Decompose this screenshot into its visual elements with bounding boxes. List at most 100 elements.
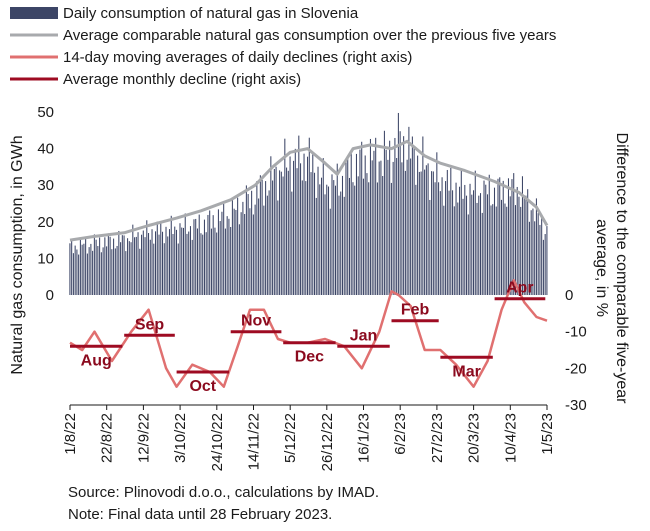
consumption-bar <box>406 159 408 295</box>
right-axis-title-line2: average, in % <box>593 219 610 317</box>
consumption-bar <box>520 206 522 295</box>
consumption-bar <box>90 243 92 295</box>
consumption-bar <box>235 210 237 295</box>
right-axis-title-line1: Difference to the comparable five-year <box>613 133 630 405</box>
consumption-bar <box>300 163 302 295</box>
consumption-bar <box>270 156 272 295</box>
consumption-bar <box>242 201 244 295</box>
right-tick-label: -30 <box>565 397 587 414</box>
consumption-bar <box>233 208 235 295</box>
consumption-bar <box>493 187 496 295</box>
consumption-bar <box>546 226 548 295</box>
consumption-bar <box>116 245 118 295</box>
consumption-bar <box>396 158 398 295</box>
consumption-bar <box>177 243 179 295</box>
consumption-bar <box>341 175 344 295</box>
consumption-bar <box>364 155 366 295</box>
consumption-bar <box>247 194 249 295</box>
x-tick-label: 24/10/22 <box>209 413 226 471</box>
consumption-bar <box>279 170 281 295</box>
consumption-bar <box>167 236 169 295</box>
consumption-bar <box>541 217 543 295</box>
consumption-bar <box>195 218 197 295</box>
consumption-bar <box>486 194 489 295</box>
legend: Daily consumption of natural gas in Slov… <box>10 5 556 88</box>
consumption-bar <box>156 221 158 295</box>
consumption-bar <box>389 140 391 295</box>
consumption-bar <box>497 178 499 295</box>
consumption-bar <box>238 224 240 295</box>
consumption-bar <box>469 183 471 295</box>
consumption-bar <box>97 246 99 295</box>
consumption-bar <box>100 252 102 295</box>
consumption-bar <box>280 171 282 295</box>
consumption-bar <box>361 141 363 295</box>
consumption-bar <box>530 210 532 295</box>
month-label-sep: Sep <box>135 316 165 333</box>
consumption-bar <box>86 253 88 295</box>
consumption-bar <box>308 137 310 295</box>
x-tick-label: 20/3/23 <box>466 413 483 463</box>
consumption-bar <box>88 247 90 295</box>
consumption-bar <box>492 204 494 295</box>
consumption-bar <box>329 208 331 295</box>
consumption-bar <box>509 196 511 295</box>
consumption-bar <box>99 237 101 295</box>
consumption-bar <box>499 177 501 295</box>
axes: 0 10 20 30 40 50 0 -10 -20 -30 1/8/22 22/8/22 12/9/2… <box>9 104 630 471</box>
consumption-bar <box>450 167 452 295</box>
consumption-bar <box>259 175 261 295</box>
consumption-bar <box>354 185 356 295</box>
consumption-bar <box>511 179 513 295</box>
consumption-bar <box>408 126 410 295</box>
consumption-bar <box>488 174 490 295</box>
x-tick-label: 27/2/23 <box>429 413 446 463</box>
lines-layer <box>69 139 549 388</box>
consumption-bar <box>333 180 335 295</box>
consumption-bar <box>148 233 150 295</box>
consumption-bar <box>184 213 186 295</box>
x-tick-label: 12/9/22 <box>135 413 152 463</box>
consumption-bar <box>336 163 338 295</box>
consumption-bar <box>142 230 144 295</box>
consumption-bar <box>485 184 487 295</box>
month-label-nov: Nov <box>241 313 271 330</box>
consumption-bar <box>135 236 137 295</box>
consumption-bar <box>137 232 139 295</box>
x-tick-label: 16/1/23 <box>356 413 373 463</box>
consumption-bar <box>319 184 321 295</box>
consumption-bar <box>452 190 454 295</box>
consumption-bar <box>198 214 200 295</box>
consumption-bar <box>224 228 226 295</box>
consumption-bar <box>355 153 357 295</box>
consumption-bar <box>459 186 461 295</box>
consumption-bar <box>504 203 506 295</box>
x-tick-label: 14/11/22 <box>246 413 263 470</box>
consumption-bar <box>417 155 419 295</box>
consumption-bar <box>303 153 305 295</box>
consumption-bar <box>81 244 83 295</box>
consumption-bar <box>420 171 422 295</box>
consumption-bar <box>425 165 427 295</box>
right-tick-label: -10 <box>565 324 587 341</box>
consumption-bar <box>160 221 162 295</box>
consumption-bars <box>69 112 548 295</box>
consumption-bar <box>368 182 370 295</box>
consumption-bar <box>202 234 204 295</box>
x-tick-label: 6/2/23 <box>392 413 409 455</box>
left-tick-label: 0 <box>46 287 54 304</box>
consumption-bar <box>383 130 385 295</box>
consumption-bar <box>513 173 515 295</box>
consumption-bar <box>95 239 97 295</box>
consumption-bar <box>307 156 309 295</box>
consumption-bar <box>432 171 434 295</box>
consumption-bar <box>107 233 109 295</box>
moving-average-decline-line <box>69 279 548 388</box>
legend-bar-0-label: Daily consumption of natural gas in Slov… <box>63 5 359 22</box>
consumption-bar <box>431 171 433 295</box>
left-tick-label: 50 <box>37 104 54 121</box>
consumption-bar <box>123 235 125 295</box>
consumption-bar <box>258 198 260 295</box>
x-tick-label: 10/4/23 <box>502 413 519 463</box>
